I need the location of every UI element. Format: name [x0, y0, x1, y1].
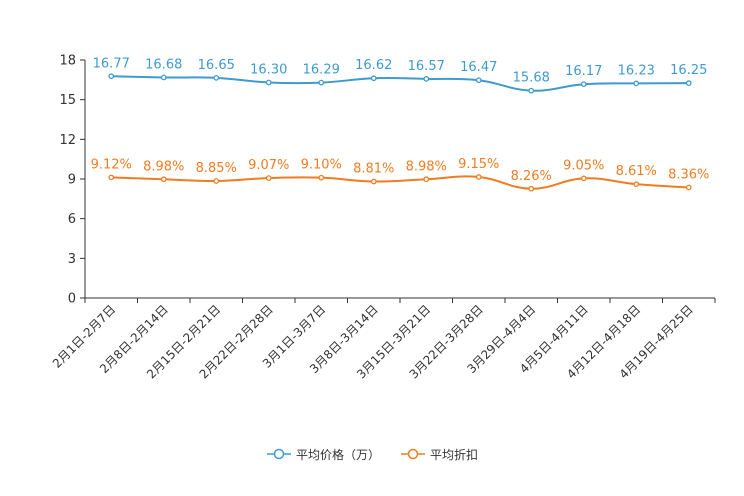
series-1-data-label: 9.10% — [301, 158, 342, 173]
series-1-point — [213, 178, 220, 184]
series-0-data-label: 16.30 — [250, 62, 287, 77]
series-0-point — [370, 75, 377, 82]
series-0-data-label: 16.29 — [303, 63, 340, 78]
series-line-1 — [111, 175, 689, 190]
series-1-point — [475, 174, 482, 180]
series-1-point — [318, 174, 325, 181]
series-1-data-label: 8.36% — [668, 167, 709, 182]
y-tick-label: 0 — [68, 292, 76, 307]
series-1-data-label: 8.61% — [616, 164, 657, 179]
series-1-data-label: 8.98% — [406, 159, 447, 174]
series-line-0 — [111, 75, 689, 92]
y-tick-label: 9 — [68, 173, 76, 188]
series-0-point — [475, 77, 482, 84]
series-0-data-label: 16.62 — [355, 58, 392, 73]
series-0-data-label: 16.65 — [198, 58, 235, 73]
series-1-data-label: 8.81% — [353, 162, 394, 177]
series-1-point — [528, 185, 535, 192]
series-0-data-label: 16.23 — [618, 63, 655, 78]
series-1-point — [580, 175, 587, 182]
series-0-data-label: 16.77 — [93, 56, 130, 71]
legend-discount-symbol — [401, 448, 425, 460]
series-1-point — [633, 181, 640, 188]
series-0-point — [160, 74, 167, 81]
series-0-point — [213, 75, 220, 81]
series-layer: 16.77 16.68 16.65 16.30 16.29 16.62 16.57 16.47… — [91, 56, 709, 192]
series-0-data-label: 16.47 — [460, 60, 497, 75]
y-tick-label: 3 — [68, 252, 76, 267]
series-0-point — [318, 79, 325, 86]
legend: 平均价格（万） 平均折扣 — [0, 444, 744, 464]
series-1-data-label: 9.15% — [458, 157, 499, 172]
legend-discount-label: 平均折扣 — [430, 447, 479, 462]
series-0-data-label: 15.68 — [513, 71, 550, 86]
series-1-point — [423, 176, 430, 183]
y-tick-label: 18 — [59, 54, 76, 69]
series-1-data-label: 8.26% — [511, 169, 552, 184]
series-0-point — [528, 87, 535, 94]
axes: 03691215182月1日-2月7日2月8日-2月14日2月15日-2月21日… — [50, 54, 716, 382]
series-0-point — [108, 73, 115, 80]
series-1-data-label: 9.12% — [91, 157, 132, 172]
series-0-point — [580, 81, 587, 88]
series-0-point — [265, 79, 272, 86]
series-0-point — [685, 80, 692, 86]
series-0-data-label: 16.25 — [670, 63, 707, 78]
series-1-point — [265, 175, 272, 181]
series-1-point — [685, 184, 692, 191]
y-tick-label: 6 — [68, 212, 76, 227]
legend-price-symbol — [266, 448, 291, 460]
legend-price-label: 平均价格（万） — [295, 447, 380, 462]
series-0-data-label: 16.57 — [408, 59, 445, 74]
legend-item-discount[interactable]: 平均折扣 — [400, 446, 478, 463]
legend-item-price[interactable]: 平均价格（万） — [266, 446, 380, 463]
series-1-point — [370, 178, 377, 185]
series-0-point — [423, 76, 430, 82]
series-1-point — [108, 174, 115, 181]
series-0-point — [633, 80, 640, 87]
series-1-data-label: 8.85% — [196, 161, 237, 176]
series-1-data-label: 9.07% — [248, 158, 289, 173]
series-1-point — [160, 176, 167, 183]
y-tick-label: 15 — [59, 93, 76, 108]
series-0-data-label: 16.17 — [565, 64, 602, 79]
y-tick-label: 12 — [59, 133, 76, 148]
series-1-data-label: 8.98% — [143, 159, 184, 174]
series-1-data-label: 9.05% — [563, 158, 604, 173]
series-0-data-label: 16.68 — [145, 57, 182, 72]
